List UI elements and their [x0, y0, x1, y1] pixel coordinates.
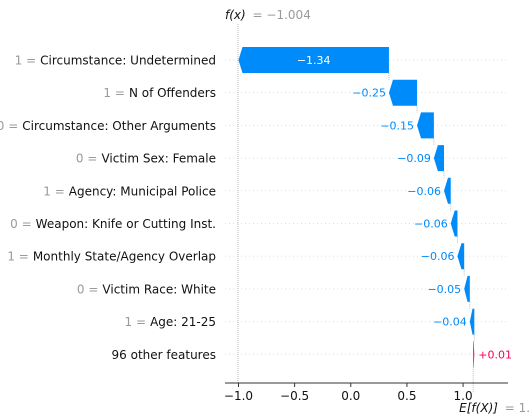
bar-value-label: −0.09 — [397, 152, 431, 165]
x-tick-label: −0.5 — [280, 389, 309, 403]
waterfall-bar — [469, 308, 475, 335]
bar-value-label: −0.06 — [421, 250, 455, 263]
feature-value: 0 = — [77, 282, 99, 296]
x-tick-label: −1.0 — [224, 389, 253, 403]
feature-name: Circumstance: Other Arguments — [22, 119, 216, 133]
feature-name: 96 other features — [112, 348, 216, 362]
bar-value-labels: −1.34 −0.25 −0.15 −0.09 −0.06 −0.06 −0.06 −0.05… — [297, 54, 512, 361]
bars — [238, 47, 475, 368]
feature-label: 0 = Circumstance: Other Arguments — [0, 119, 216, 133]
feature-value: 0 = — [76, 152, 98, 166]
feature-name: Victim Sex: Female — [101, 152, 216, 166]
feature-name: Weapon: Knife or Cutting Inst. — [36, 217, 216, 231]
x-tick-label: 1.0 — [454, 389, 473, 403]
feature-label: 0 = Weapon: Knife or Cutting Inst. — [10, 217, 216, 231]
bar-value-label: −0.04 — [433, 316, 467, 329]
feature-name: Agency: Municipal Police — [69, 184, 216, 198]
waterfall-bar — [433, 145, 444, 172]
feature-label: 0 = Victim Sex: Female — [76, 152, 216, 166]
feature-name: Age: 21-25 — [150, 315, 216, 329]
waterfall-bar — [417, 112, 434, 139]
fx-label: f(x) = −1.004 — [225, 8, 311, 22]
feature-label: 1 = N of Offenders — [103, 86, 216, 100]
waterfall-bar — [388, 79, 418, 106]
feature-label: 0 = Victim Race: White — [77, 282, 216, 296]
bar-value-label: −0.15 — [380, 119, 414, 132]
feature-value: 0 = — [0, 119, 18, 133]
feature-value: 1 = — [103, 86, 125, 100]
feature-label: 1 = Age: 21-25 — [125, 315, 216, 329]
feature-value: 1 = — [7, 250, 29, 264]
expected-value-label: E[f(X)] = 1.09 — [459, 401, 530, 415]
feature-value: 0 = — [10, 217, 32, 231]
feature-label: 1 = Circumstance: Undetermined — [15, 54, 216, 68]
feature-value: 1 = — [43, 184, 65, 198]
ex-label-value: = 1.09 — [505, 401, 530, 415]
bar-value-label: −0.05 — [427, 283, 461, 296]
bar-value-label: −1.34 — [297, 54, 331, 67]
bar-value-label: −0.25 — [352, 87, 386, 100]
bar-value-label: +0.01 — [478, 348, 512, 361]
feature-value: 1 = — [15, 54, 37, 68]
fx-label-value: = −1.004 — [253, 8, 311, 22]
waterfall-bar — [238, 47, 389, 73]
bar-value-label: −0.06 — [407, 185, 441, 198]
feature-value: 1 = — [125, 315, 147, 329]
waterfall-bar — [473, 341, 475, 368]
waterfall-bar — [457, 243, 465, 270]
row-gridlines — [225, 59, 508, 355]
ex-label-name: E[f(X)] — [459, 401, 498, 415]
feature-label: 96 other features — [112, 348, 216, 362]
feature-label: 1 = Monthly State/Agency Overlap — [7, 250, 216, 264]
waterfall-bar — [443, 177, 451, 204]
feature-name: N of Offenders — [129, 86, 216, 100]
waterfall-bar — [464, 275, 470, 302]
waterfall-bar — [450, 210, 458, 237]
bar-value-label: −0.06 — [414, 218, 448, 231]
x-tick-label: 0.0 — [341, 389, 360, 403]
feature-name: Monthly State/Agency Overlap — [33, 250, 216, 264]
x-axis: −1.0 −0.5 0.0 0.5 1.0 — [224, 382, 508, 403]
feature-name: Circumstance: Undetermined — [40, 54, 216, 68]
feature-label: 1 = Agency: Municipal Police — [43, 184, 216, 198]
feature-name: Victim Race: White — [102, 282, 216, 296]
fx-label-name: f(x) — [225, 8, 246, 22]
x-tick-label: 0.5 — [397, 389, 416, 403]
